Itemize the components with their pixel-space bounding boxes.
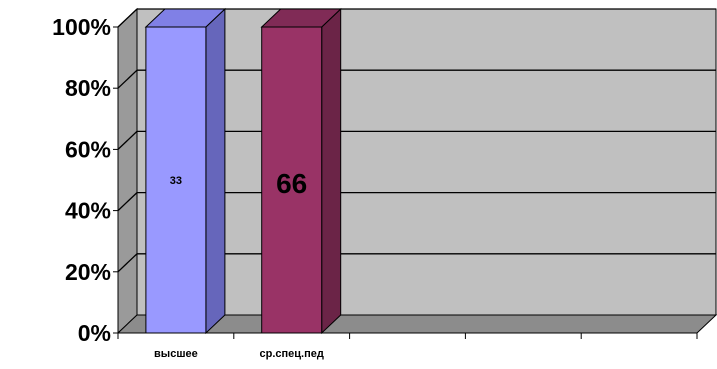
chart-walls (116, 7, 717, 335)
y-tick-label: 60% (65, 136, 111, 162)
chart-bars: 33 66 (144, 7, 342, 335)
data-label: 66 (276, 168, 307, 199)
gridline-side (117, 130, 138, 150)
x-tick-label: высшее (154, 348, 198, 360)
bar-front (145, 26, 207, 334)
gridline-side (117, 253, 138, 273)
bar-side (321, 7, 342, 335)
bar-front (261, 26, 323, 334)
chart-gridlines (117, 8, 716, 273)
gridline-side (117, 8, 138, 28)
y-tick-label: 20% (65, 259, 111, 285)
y-tick-label: 100% (52, 14, 111, 40)
gridline-side (117, 192, 138, 212)
y-tick-label: 40% (65, 198, 111, 224)
x-tick-label: ср.спец.пед (260, 348, 324, 360)
back-wall (136, 8, 717, 316)
side-wall (117, 7, 138, 335)
bar: 33 (144, 7, 227, 335)
gridline-side (117, 69, 138, 89)
x-axis: высшее ср.спец.пед (117, 332, 698, 360)
y-tick-label: 0% (78, 320, 111, 346)
y-tick-label: 80% (65, 75, 111, 101)
bar-side (205, 7, 226, 335)
y-axis: 0% 20% 40% 60% 80% 100% (52, 14, 119, 346)
bar: 66 (260, 7, 342, 335)
data-label: 33 (170, 175, 182, 187)
